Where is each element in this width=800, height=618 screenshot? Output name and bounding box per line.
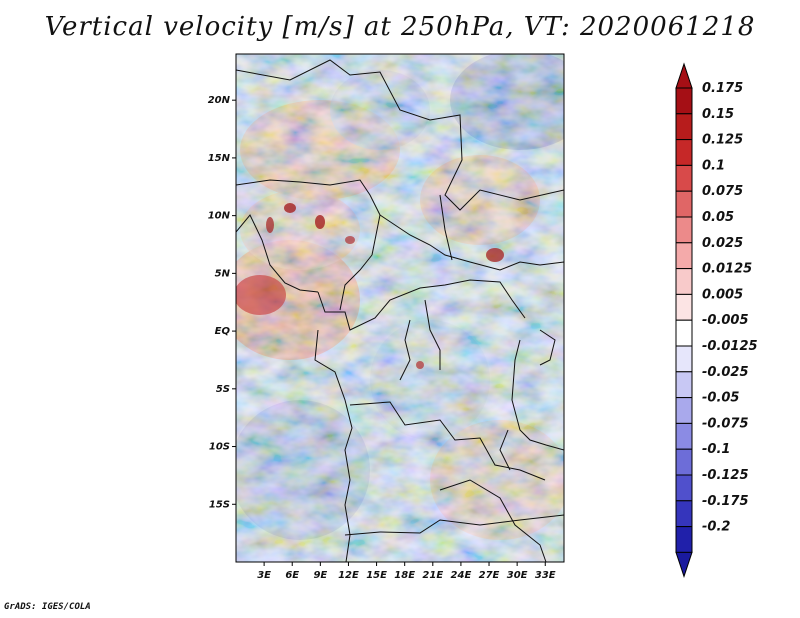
colorbar-label: -0.175 [702, 494, 749, 509]
colorbar-label: -0.005 [702, 313, 749, 328]
lon-tick-label: 15E [366, 570, 387, 581]
colorbar-segment [675, 371, 693, 399]
lon-tick-label: 30E [507, 570, 528, 581]
latitude-axis: 20N 15N 10N 5N EQ 5S 10S 15S [208, 95, 236, 510]
colorbar-label: 0.05 [702, 210, 734, 225]
colorbar-segment [675, 319, 693, 347]
lon-tick-label: 6E [285, 570, 299, 581]
colorbar-label: 0.075 [702, 184, 743, 199]
lon-tick-label: 9E [313, 570, 327, 581]
map-frame [235, 53, 565, 563]
colorbar-label: 0.175 [702, 81, 743, 96]
colorbar-segment [675, 293, 693, 321]
colorbar-segment [675, 345, 693, 373]
colorbar-label: 0.025 [702, 236, 743, 251]
colorbar-segment [675, 87, 693, 115]
lat-tick-label: 15N [208, 153, 231, 164]
colorbar-segment [675, 397, 693, 424]
lon-tick-label: 33E [535, 570, 556, 581]
country-borders [236, 59, 564, 562]
lon-tick-label: 12E [338, 570, 359, 581]
colorbar-segment [675, 164, 693, 192]
grads-credit: GrADS: IGES/COLA [4, 602, 91, 612]
chart-title: Vertical velocity [m/s] at 250hPa, VT: 2… [44, 12, 756, 42]
colorbar-segment [675, 190, 693, 218]
lon-tick-label: 21E [422, 570, 443, 581]
colorbar-label: 0.0125 [702, 262, 752, 277]
colorbar-segment [675, 216, 693, 244]
colorbar-label: -0.075 [702, 416, 749, 431]
lat-tick-label: 10S [209, 442, 230, 453]
lat-tick-label: 20N [208, 95, 231, 106]
colorbar-segment [675, 139, 693, 166]
colorbar-label: -0.0125 [702, 339, 758, 354]
colorbar-bottom-arrow [675, 551, 693, 578]
colorbar-label: -0.05 [702, 391, 739, 406]
lat-tick-label: EQ [215, 326, 231, 337]
colorbar: 0.175 0.15 0.125 0.1 0.075 0.05 0.025 0.0125 0.0… [675, 62, 758, 578]
colorbar-label: 0.1 [702, 158, 725, 173]
lon-tick-label: 3E [257, 570, 271, 581]
colorbar-label: 0.005 [702, 287, 743, 302]
colorbar-segment [675, 526, 693, 553]
colorbar-label: -0.2 [702, 520, 730, 535]
colorbar-label: 0.125 [702, 133, 743, 148]
lat-tick-label: 15S [209, 499, 230, 510]
longitude-axis: 3E 6E 9E 12E 15E 18E 21E 24E 27E 30E 33E [257, 562, 556, 581]
lat-tick-label: 10N [208, 211, 231, 222]
colorbar-segment [675, 268, 693, 295]
colorbar-label: -0.1 [702, 442, 730, 457]
lat-tick-label: 5N [215, 268, 231, 279]
colorbar-segment [675, 242, 693, 270]
colorbar-segment [675, 500, 693, 528]
velocity-field [236, 54, 564, 562]
lon-tick-label: 18E [394, 570, 415, 581]
colorbar-label: 0.15 [702, 107, 734, 122]
colorbar-segment [675, 448, 693, 476]
colorbar-label: -0.025 [702, 365, 749, 380]
colorbar-top-arrow [675, 62, 693, 89]
colorbar-segment [675, 474, 693, 502]
colorbar-segment [675, 113, 693, 141]
map-panel [235, 53, 565, 563]
colorbar-segment [675, 422, 693, 450]
lon-tick-label: 27E [479, 570, 500, 581]
lat-tick-label: 5S [216, 384, 230, 395]
lon-tick-label: 24E [451, 570, 472, 581]
colorbar-label: -0.125 [702, 468, 749, 483]
